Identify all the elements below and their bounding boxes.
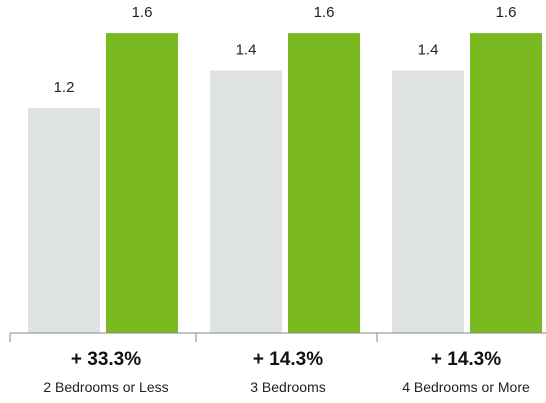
category-label: 3 Bedrooms	[250, 379, 325, 395]
bar-current-2	[288, 33, 360, 333]
bar-prior-2	[210, 70, 282, 333]
bar-current-3	[470, 33, 542, 333]
percent-change-label: + 14.3%	[431, 349, 501, 370]
bar-value-label: 1.6	[132, 4, 153, 21]
bar-value-label: 1.6	[314, 4, 335, 21]
bar-value-label: 1.4	[236, 42, 257, 59]
bar-prior-3	[392, 70, 464, 333]
bar-value-label: 1.6	[496, 4, 517, 21]
bar-current-1	[106, 33, 178, 333]
percent-change-label: + 14.3%	[253, 349, 323, 370]
bar-value-label: 1.4	[418, 42, 439, 59]
category-label: 2 Bedrooms or Less	[43, 379, 168, 395]
bar-value-label: 1.2	[54, 79, 75, 96]
percent-change-label: + 33.3%	[71, 349, 141, 370]
category-label: 4 Bedrooms or More	[402, 379, 530, 395]
bar-prior-1	[28, 108, 100, 333]
